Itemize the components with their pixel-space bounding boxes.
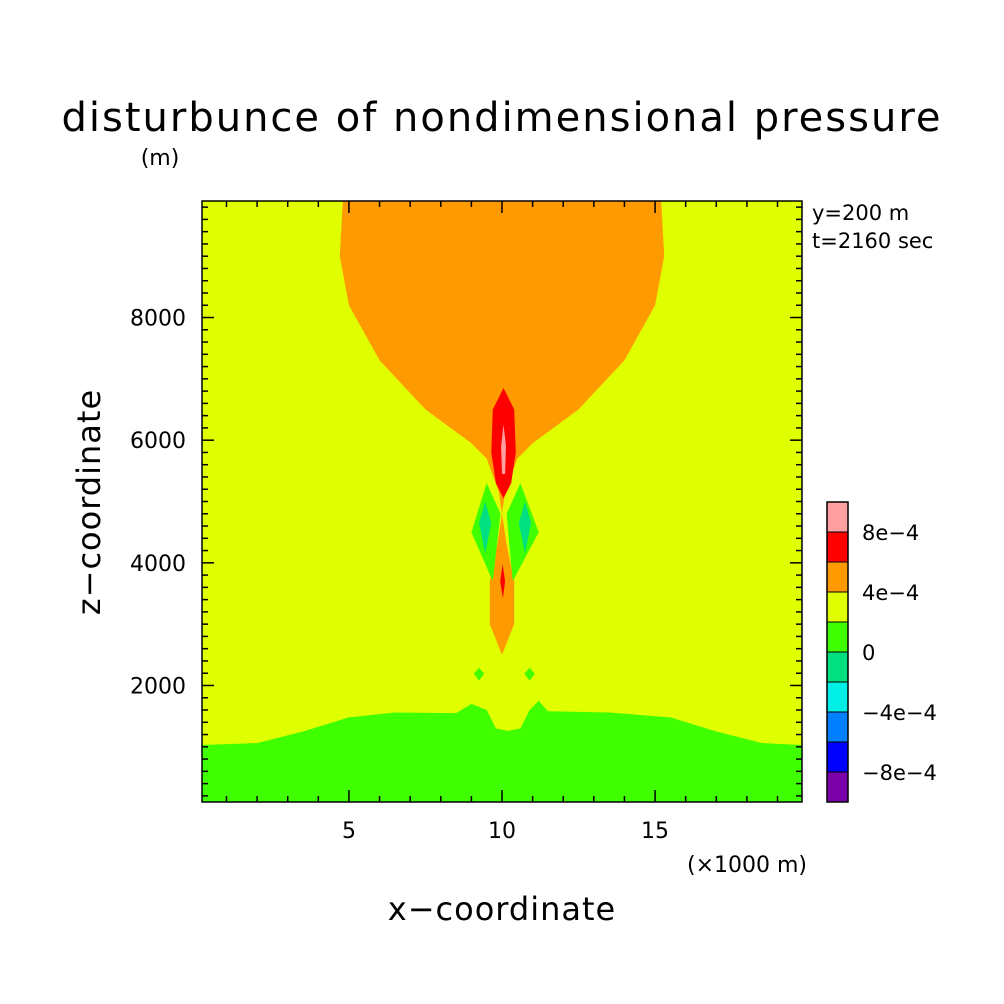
colorbar-swatch xyxy=(826,771,849,803)
colorbar-tick-label: 4e−4 xyxy=(862,581,919,605)
x-tick-label: 10 xyxy=(488,819,516,844)
y-tick-label: 6000 xyxy=(130,429,186,454)
region-left-small-negative-blob xyxy=(473,667,485,681)
minor-ticks xyxy=(202,201,802,802)
colorbar-swatch xyxy=(826,741,849,773)
colorbar: −8e−4 −4e−4 0 4e−4 8e−4 xyxy=(826,501,937,803)
y-axis-label: z−coordinate xyxy=(70,389,108,615)
region-right-small-negative-blob xyxy=(524,667,535,681)
colorbar-swatch xyxy=(826,681,849,713)
colorbar-swatch xyxy=(826,561,849,593)
x-axis-unit: (×1000 m) xyxy=(687,853,807,878)
y-tick-label: 4000 xyxy=(130,552,186,577)
x-axis-label: x−coordinate xyxy=(388,890,616,928)
x-tick-label: 15 xyxy=(641,819,669,844)
x-tick-label: 5 xyxy=(342,819,356,844)
colorbar-tick-label: −8e−4 xyxy=(862,761,937,785)
plot-area xyxy=(201,200,803,803)
colorbar-swatch xyxy=(826,591,849,623)
y-axis-unit: (m) xyxy=(141,146,180,171)
region-surface-negative-layer xyxy=(202,700,802,802)
region-right-lobe-core xyxy=(518,501,532,554)
region-core-peak xyxy=(501,424,506,474)
annotation-time: t=2160 sec xyxy=(812,229,933,253)
contour-regions xyxy=(202,201,802,802)
colorbar-swatch xyxy=(826,531,849,563)
colorbar-frame xyxy=(826,501,849,803)
colorbar-tick-label: 8e−4 xyxy=(862,521,919,545)
region-left-lobe-core xyxy=(479,501,492,554)
y-axis-ticks: 2000 4000 6000 8000 xyxy=(130,307,186,700)
x-axis-ticks: 5 10 15 xyxy=(342,819,669,844)
y-tick-label: 8000 xyxy=(130,307,186,332)
y-tick-label: 2000 xyxy=(130,674,186,699)
colorbar-tick-label: −4e−4 xyxy=(862,701,937,725)
colorbar-tick-label: 0 xyxy=(862,641,875,665)
region-lower-red-filament xyxy=(500,564,506,599)
colorbar-swatch xyxy=(826,501,849,533)
chart-title: disturbunce of nondimensional pressure xyxy=(62,95,943,141)
annotation-y-position: y=200 m xyxy=(812,201,909,225)
colorbar-swatch xyxy=(826,651,849,683)
colorbar-swatch xyxy=(826,711,849,743)
colorbar-swatch xyxy=(826,621,849,653)
